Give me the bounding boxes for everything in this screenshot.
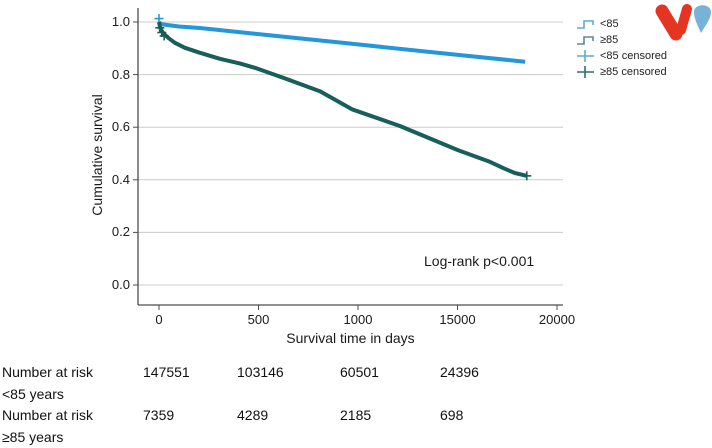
risk-value: 2185 — [340, 407, 372, 423]
logo-red-v-left-stroke — [655, 4, 683, 41]
legend-label: ≥85 censored — [600, 66, 667, 78]
x-tick-label: 0 — [155, 312, 163, 327]
legend-label: <85 censored — [600, 50, 667, 62]
risk-value: 60501 — [340, 364, 379, 380]
y-tick-label: 0.6 — [111, 119, 130, 135]
survival-chart-plot — [133, 8, 563, 310]
log-rank-annotation: Log-rank p<0.001 — [424, 253, 535, 269]
series-line-0 — [157, 20, 526, 64]
x-tick-label: 1000 — [343, 312, 373, 327]
risk-row-label-line2: <85 years — [2, 386, 64, 402]
logo-red-v-right-stroke — [676, 4, 692, 35]
legend-item-0: <85 — [576, 17, 667, 31]
risk-value: 698 — [440, 407, 464, 423]
x-tick-label: 20000 — [538, 312, 576, 327]
chart-legend: <85 ≥85 <85 censored ≥85 censored — [576, 17, 667, 79]
legend-step-line-icon — [577, 36, 594, 45]
risk-value: 4289 — [237, 407, 269, 423]
y-tick-label: 1.0 — [111, 14, 130, 29]
risk-value: 103146 — [237, 364, 284, 380]
y-tick-label: 0.4 — [111, 171, 130, 187]
y-axis-title: Cumulative survival — [89, 94, 105, 216]
legend-item-2: <85 censored — [576, 49, 667, 63]
legend-label: ≥85 — [600, 34, 619, 46]
x-tick-label: 15000 — [439, 312, 476, 327]
legend-censored-plus-icon — [577, 50, 594, 62]
y-tick-label: 0.8 — [111, 66, 130, 82]
legend-censored-plus-icon — [577, 66, 594, 78]
risk-value: 147551 — [143, 364, 190, 380]
risk-value: 7359 — [143, 407, 175, 423]
risk-row-label-line1: Number at risk — [2, 407, 94, 423]
x-axis-title: Survival time in days — [286, 330, 415, 346]
y-tick-label: 0.0 — [111, 277, 130, 292]
logo-blue-teardrop-icon — [694, 5, 711, 33]
series-line-1 — [157, 21, 528, 178]
risk-value: 24396 — [440, 364, 479, 380]
brand-logo — [655, 4, 711, 41]
legend-item-1: ≥85 — [576, 33, 667, 47]
legend-label: <85 — [600, 18, 619, 30]
risk-row-label-line1: Number at risk — [2, 364, 94, 380]
legend-item-3: ≥85 censored — [576, 65, 667, 79]
legend-step-line-icon — [577, 20, 594, 29]
risk-row-label-line2: ≥85 years — [2, 429, 64, 445]
x-tick-label: 500 — [247, 312, 270, 327]
y-tick-label: 0.2 — [111, 224, 130, 240]
